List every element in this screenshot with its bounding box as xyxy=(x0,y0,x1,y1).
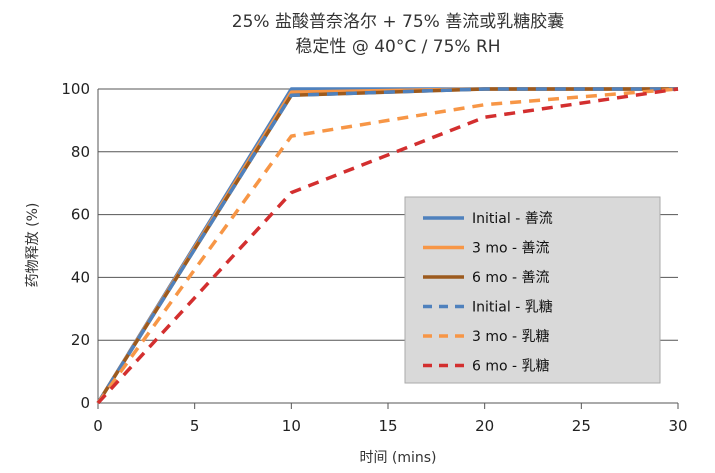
y-tick-label: 20 xyxy=(71,331,90,349)
series-line-5 xyxy=(96,87,679,405)
legend-label-3: 6 mo - 善流 xyxy=(472,270,550,286)
y-tick-labels: 0 20 40 60 80 100 xyxy=(61,80,90,412)
x-tick-label: 25 xyxy=(572,417,591,435)
series-line-6 xyxy=(96,87,679,405)
y-tick-label: 80 xyxy=(71,143,90,161)
legend-label-4: Initial - 乳糖 xyxy=(472,300,553,316)
chart-title: 25% 盐酸普奈洛尔 + 75% 善流或乳糖胶囊 xyxy=(232,12,564,32)
y-tick-label: 0 xyxy=(80,394,90,412)
legend-label-5: 3 mo - 乳糖 xyxy=(472,329,550,345)
y-tick-label: 40 xyxy=(71,268,90,286)
legend-label-1: Initial - 善流 xyxy=(472,211,553,227)
x-tick-label: 0 xyxy=(93,417,103,435)
legend-label-6: 6 mo - 乳糖 xyxy=(472,359,550,375)
x-tick-label: 5 xyxy=(190,417,200,435)
legend-label-2: 3 mo - 善流 xyxy=(472,241,550,257)
x-tick-label: 30 xyxy=(668,417,687,435)
x-tick-label: 10 xyxy=(282,417,301,435)
legend-box xyxy=(404,196,661,384)
chart-subtitle: 稳定性 @ 40°C / 75% RH xyxy=(295,37,500,57)
x-tick-labels: 0 5 10 15 20 25 30 xyxy=(93,417,687,435)
series-lines xyxy=(96,87,679,405)
y-axis-label: 药物释放 (%) xyxy=(25,203,41,288)
y-tick-label: 60 xyxy=(71,206,90,224)
y-tick-label: 100 xyxy=(61,80,90,98)
axes xyxy=(97,89,679,409)
series-line-4 xyxy=(96,87,678,404)
x-axis-label: 时间 (mins) xyxy=(359,450,436,466)
legend: Initial - 善流 3 mo - 善流 6 mo - 善流 Initial - … xyxy=(404,196,661,384)
x-tick-label: 20 xyxy=(475,417,494,435)
x-tick-label: 15 xyxy=(378,417,397,435)
legend-items: Initial - 善流 3 mo - 善流 6 mo - 善流 Initial - … xyxy=(423,211,553,375)
